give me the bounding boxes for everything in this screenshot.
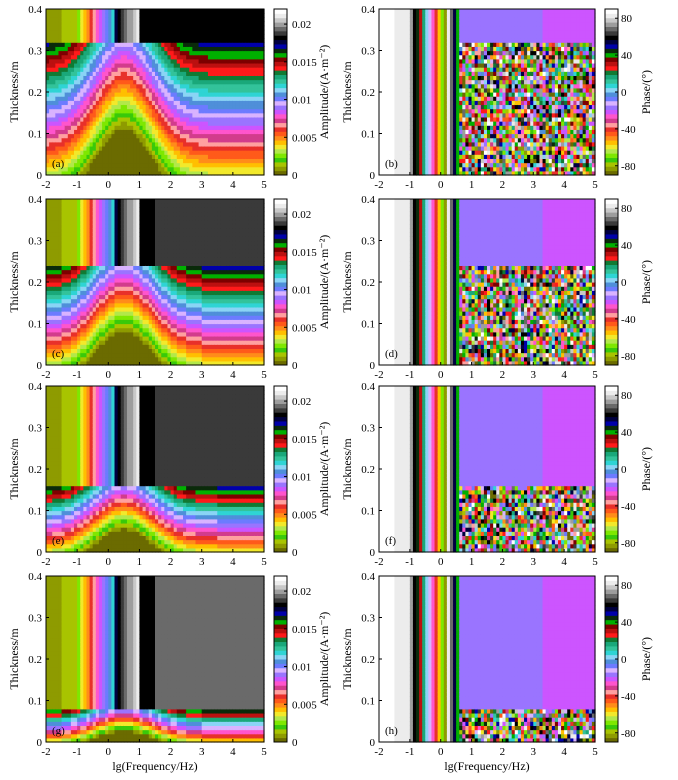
colorbar-swatch: [274, 31, 287, 36]
colorbar-swatch: [274, 144, 287, 149]
colorbar-swatch: [274, 92, 287, 97]
colorbar-swatch: [274, 114, 287, 119]
y-tick-label: 0: [37, 170, 43, 182]
y-tick-label: 0.1: [28, 129, 42, 141]
colorbar-swatch: [274, 166, 287, 171]
colorbar-swatch: [274, 131, 287, 136]
colorbar-swatch: [274, 66, 287, 71]
colorbar-swatch: [274, 18, 287, 23]
panel-label: (a): [52, 158, 65, 170]
colorbar-swatch: [274, 88, 287, 93]
x-tick-label: 2: [168, 179, 174, 191]
colorbar-swatch: [274, 127, 287, 132]
y-tick-label: 0.4: [28, 4, 42, 16]
y-axis-label: Thickness/m: [7, 61, 21, 123]
x-tick-label: 3: [199, 179, 205, 191]
colorbar-tick-label: 0.005: [292, 132, 317, 144]
colorbar-swatch: [274, 118, 287, 123]
colorbar-swatch: [274, 40, 287, 45]
colorbar-label: Amplitude/(A·m⁻²): [317, 45, 331, 140]
colorbar-swatch: [274, 79, 287, 84]
x-tick-label: -1: [73, 179, 82, 191]
x-tick-label: 0: [106, 179, 112, 191]
colorbar-swatch: [274, 48, 287, 53]
colorbar-swatch: [274, 75, 287, 80]
x-tick-label: 1: [137, 179, 143, 191]
colorbar-swatch: [274, 96, 287, 101]
colorbar-swatch: [274, 162, 287, 167]
colorbar-tick-label: 0: [292, 170, 298, 182]
colorbar-swatch: [274, 136, 287, 141]
colorbar-swatch: [274, 53, 287, 58]
x-tick-label: 5: [261, 179, 267, 191]
colorbar-tick-label: 0.02: [292, 19, 311, 31]
colorbar-swatch: [274, 105, 287, 110]
colorbar-swatch: [274, 44, 287, 49]
panel-a: -2 -1 0 1 2 3 4 5 0 0.1 0.2 0.3 0.4 Thickness/m (a) 0 0.…: [7, 4, 331, 191]
colorbar-tick-label: 0.01: [292, 95, 311, 107]
colorbar-swatch: [274, 101, 287, 106]
colorbar-swatch: [274, 70, 287, 75]
colorbar-swatch: [274, 13, 287, 18]
colorbar-swatch: [274, 109, 287, 114]
y-tick-label: 0.3: [28, 46, 42, 58]
colorbar-swatch: [274, 153, 287, 158]
colorbar-swatch: [274, 140, 287, 145]
colorbar-swatch: [274, 26, 287, 31]
colorbar-tick-label: 0.015: [292, 57, 317, 69]
colorbar: 0 0.005 0.01 0.015 0.02 Amplitude/(A·m⁻²): [274, 9, 331, 182]
colorbar-swatch: [274, 9, 287, 14]
colorbar-swatch: [274, 123, 287, 128]
colorbar-swatch: [274, 57, 287, 62]
y-tick-label: 0.2: [28, 87, 42, 99]
colorbar-swatch: [274, 83, 287, 88]
colorbar-swatch: [274, 158, 287, 163]
x-tick-label: -2: [41, 179, 50, 191]
colorbar-swatch: [274, 149, 287, 154]
colorbar-swatch: [274, 35, 287, 40]
x-tick-label: 4: [230, 179, 236, 191]
